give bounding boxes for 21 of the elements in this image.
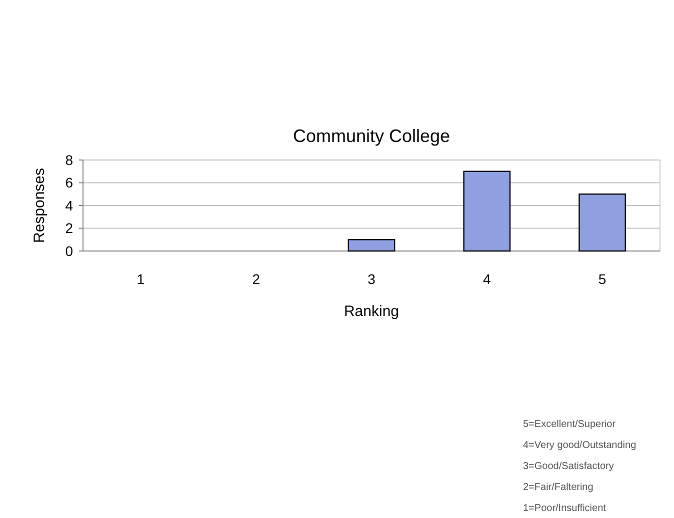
text: 3=Good/Satisfactory — [523, 461, 614, 472]
x-axis-title: Ranking — [344, 303, 400, 320]
text: 5=Excellent/Superior — [523, 419, 616, 430]
y-tick-label: 2 — [65, 220, 74, 236]
x-tick-label: 4 — [483, 271, 491, 287]
y-tick-label: 0 — [65, 242, 74, 259]
chart-title: Community College — [292, 126, 450, 146]
x-tick-label: 1 — [136, 271, 145, 287]
x-tick-label: 3 — [368, 271, 376, 287]
y-tick-label: 8 — [65, 152, 74, 168]
bar — [578, 194, 626, 252]
text: 4=Very good/Outstanding — [523, 440, 636, 451]
x-tick-label: 2 — [252, 271, 260, 287]
text: 2=Fair/Faltering — [523, 482, 594, 493]
y-tick-label: 4 — [65, 197, 74, 214]
y-axis-title: Responses — [31, 168, 48, 244]
x-tick-label: 5 — [598, 271, 606, 287]
bar — [348, 239, 396, 252]
text: 1=Poor/Insufficient — [523, 503, 606, 514]
y-tick-label: 6 — [65, 174, 74, 191]
bar — [463, 170, 511, 252]
